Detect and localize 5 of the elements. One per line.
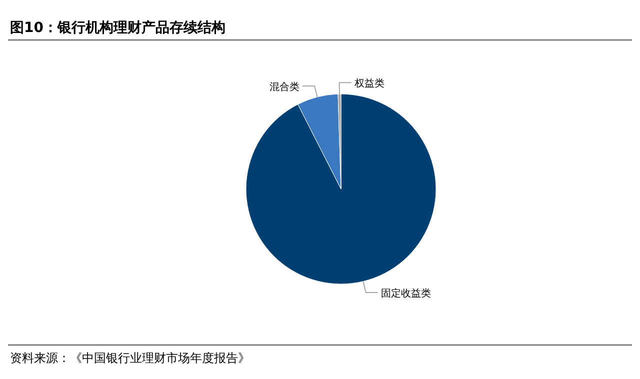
slice-label: 混合类 (270, 80, 300, 93)
text: 资料来源：《中国银行业理财市场年度报告》 (10, 351, 250, 365)
slice-label: 权益类 (353, 78, 384, 90)
slice-label: 固定收益类 (380, 287, 431, 300)
text: 图10：银行机构理财产品存续结构 (10, 19, 226, 36)
